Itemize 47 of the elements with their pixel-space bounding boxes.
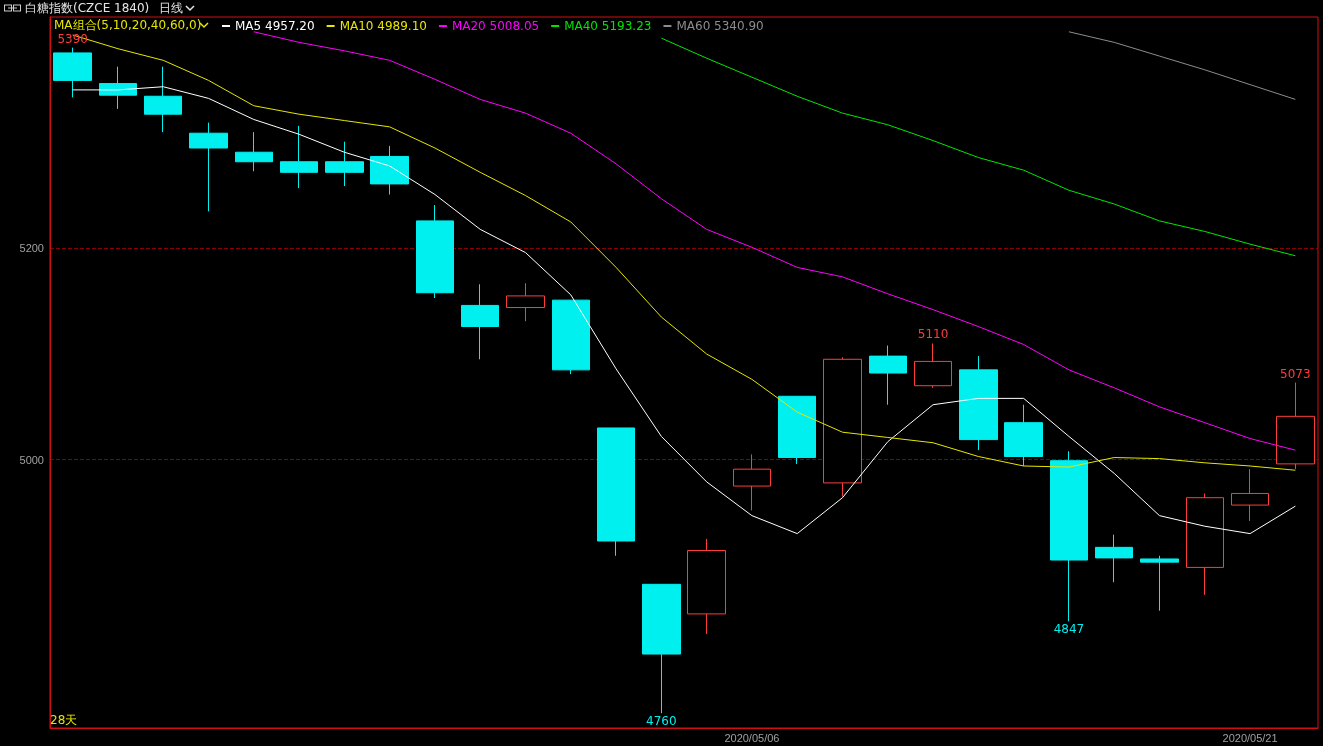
candlestick	[461, 283, 499, 360]
candlestick	[53, 47, 92, 98]
annotation: 28天	[50, 713, 78, 727]
candlestick	[1231, 468, 1269, 522]
candlestick	[642, 583, 681, 714]
candlestick	[778, 395, 816, 465]
legend-label: MA60 5340.90	[676, 19, 764, 33]
line-series	[660, 37, 1296, 257]
candlestick	[1276, 382, 1315, 470]
candlestick	[189, 122, 228, 212]
candlestick	[235, 131, 273, 172]
chart-subtitle: 日线	[159, 1, 184, 15]
legend-title: MA组合(5,10,20,40,60,0)	[54, 18, 202, 32]
candlestick	[1050, 450, 1088, 622]
candlestick	[144, 66, 182, 133]
candlestick	[914, 342, 952, 389]
legend-label: MA20 5008.05	[451, 19, 540, 33]
candlestick	[370, 145, 409, 195]
candlestick	[823, 356, 862, 498]
candlestick	[416, 204, 454, 299]
line-series	[1068, 31, 1296, 100]
candlestick	[506, 282, 545, 322]
candlestick	[325, 141, 364, 187]
candlestick	[959, 355, 998, 451]
annotation: 5390	[57, 31, 88, 46]
candlestick	[869, 345, 907, 406]
annotation: 4847	[1053, 622, 1085, 637]
candlestick	[597, 427, 635, 557]
candlestick	[1095, 534, 1133, 583]
annotation: 5110	[917, 327, 949, 342]
annotation: 4760	[646, 714, 677, 729]
y-tick-label: 5200	[19, 242, 44, 255]
x-tick-label: 2020/05/21	[1222, 731, 1278, 744]
candlestick	[1140, 555, 1179, 612]
candlestick	[733, 453, 771, 511]
legend-label: MA10 4989.10	[339, 19, 427, 33]
legend-label: MA5 4957.20	[235, 19, 315, 33]
candlestick	[1004, 404, 1043, 467]
candlestick	[1186, 492, 1224, 596]
chart-title: 白糖指数(CZCE 1840)	[25, 1, 150, 15]
candlestick	[552, 299, 590, 375]
annotation: 5073	[1280, 366, 1311, 381]
y-tick-label: 5000	[19, 453, 44, 466]
legend-label: MA40 5193.23	[564, 19, 652, 33]
candlestick	[687, 538, 726, 635]
candlestick	[280, 125, 318, 189]
x-tick-label: 2020/05/06	[724, 731, 780, 744]
